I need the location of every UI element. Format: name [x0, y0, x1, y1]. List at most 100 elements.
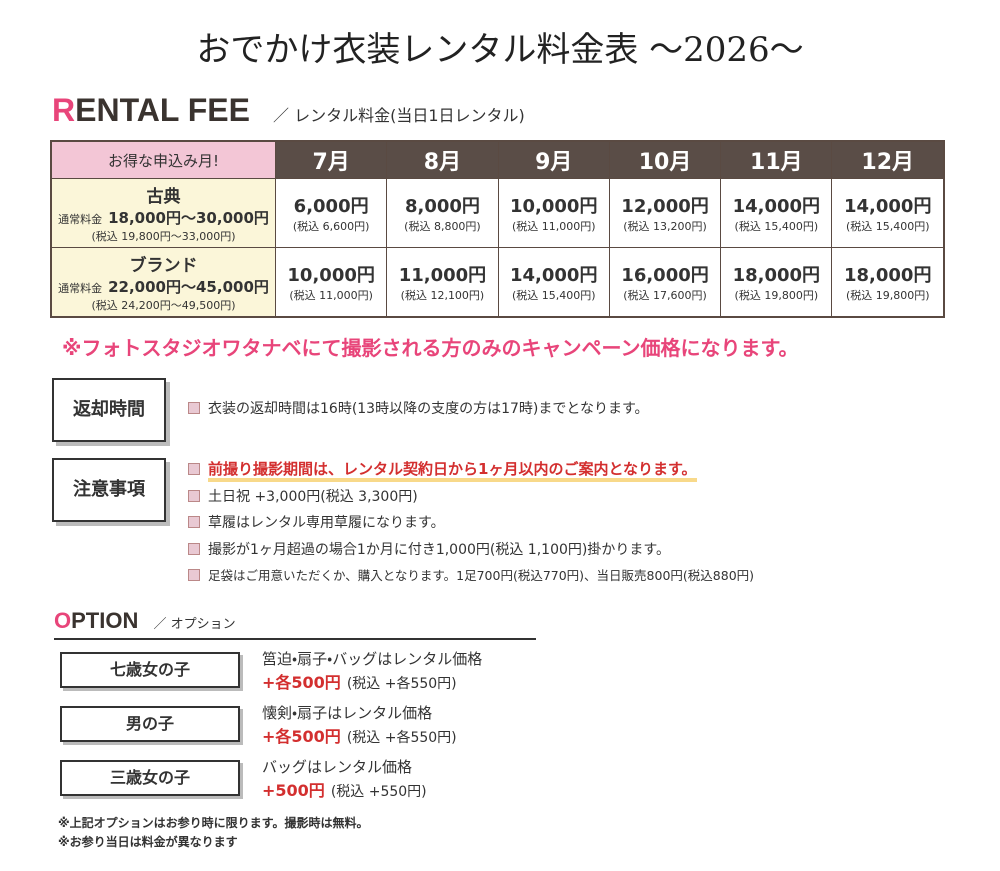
- option-desc: 筥迫・扇子・バッグはレンタル価格: [262, 650, 483, 668]
- price: 10,000円: [287, 265, 375, 286]
- price-tax: (税込 19,800円): [845, 289, 930, 302]
- month-header: 12月: [831, 140, 945, 179]
- item-text: 足袋はご用意いただくか、購入となります。1足700円(税込770円)、当日販売8…: [208, 568, 755, 583]
- price-tax: (税込 17,600円): [623, 289, 707, 302]
- option-tax: (税込 +550円): [330, 784, 427, 800]
- option-price: +各500円: [262, 673, 341, 692]
- return-label: 返却時間: [52, 378, 166, 442]
- month-header: 8月: [386, 140, 499, 179]
- price-cell: 8,000円 (税込 8,800円): [386, 178, 499, 248]
- price-cell: 18,000円 (税込 19,800円): [720, 247, 833, 318]
- rental-heading-row: RENTAL FEE ／ レンタル料金(当日1日レンタル): [52, 92, 525, 129]
- notes-label: 注意事項: [52, 458, 166, 522]
- return-list: 衣装の返却時間は16時(13時以降の支度の方は17時)までとなります。: [188, 398, 649, 418]
- price-tax: (税込 13,200円): [623, 220, 707, 233]
- corner-cell: お得な申込み月!: [50, 140, 276, 179]
- price: 14,000円: [844, 196, 932, 217]
- header-row: お得な申込み月! 7月 8月 9月 10月 11月 12月: [50, 140, 945, 179]
- price-cell: 10,000円 (税込 11,000円): [497, 178, 610, 248]
- option-label: 七歳女の子: [60, 652, 240, 688]
- section-subheading: ／ オプション: [153, 617, 236, 632]
- price: 14,000円: [510, 265, 598, 286]
- list-item: 撮影が1ヶ月超過の場合1か月に付き1,000円(税込 1,100円)掛かります。: [188, 537, 754, 564]
- price-tax: (税込 11,000円): [289, 289, 373, 302]
- option-label: 男の子: [60, 706, 240, 742]
- price-tax: (税込 8,800円): [404, 220, 481, 233]
- campaign-note: ※フォトスタジオワタナベにて撮影される方のみのキャンペーン価格になります。: [62, 336, 799, 360]
- price-row: ブランド通常料金 22,000円～45,000円 (税込 24,200円～49,50…: [50, 247, 945, 318]
- section-subheading: ／ レンタル料金(当日1日レンタル): [273, 106, 525, 125]
- highlight-text: 前撮り撮影期間は、レンタル契約日から1ヶ月以内のご案内となります。: [208, 460, 697, 482]
- item-text: 撮影が1ヶ月超過の場合1か月に付き1,000円(税込 1,100円)掛かります。: [208, 541, 670, 558]
- price-cell: 14,000円 (税込 15,400円): [720, 178, 833, 248]
- footnote: ※お参り当日は料金が異なります: [58, 835, 238, 849]
- option-price: +各500円: [262, 727, 341, 746]
- price-row: 古典通常料金 18,000円～30,000円 (税込 19,800円～33,000円…: [50, 178, 945, 248]
- price-cell: 11,000円 (税込 12,100円): [386, 247, 499, 318]
- price-tax: (税込 15,400円): [511, 289, 596, 302]
- price-cell: 14,000円 (税込 15,400円): [831, 178, 945, 248]
- notes-list: 前撮り撮影期間は、レンタル契約日から1ヶ月以内のご案内となります。土日祝 +3,…: [188, 456, 754, 590]
- price-cell: 18,000円 (税込 19,800円): [831, 247, 945, 318]
- plan-name: ブランド: [129, 256, 198, 276]
- option-price-line: +各500円 (税込 +各550円): [262, 723, 457, 747]
- price-cell: 16,000円 (税込 17,600円): [608, 247, 722, 318]
- option-heading-row: OPTION ／ オプション: [54, 608, 536, 640]
- price-cell: 6,000円 (税込 6,600円): [274, 178, 388, 248]
- option-price-line: +500円 (税込 +550円): [262, 777, 427, 801]
- price: 16,000円: [621, 265, 709, 286]
- footnote: ※上記オプションはお参り時に限ります。撮影時は無料。: [58, 816, 369, 830]
- month-header: 9月: [497, 140, 610, 179]
- regular-line: 通常料金 22,000円～45,000円: [52, 276, 275, 297]
- price: 12,000円: [621, 196, 709, 217]
- list-item: 衣装の返却時間は16時(13時以降の支度の方は17時)までとなります。: [188, 398, 649, 418]
- plan-name: 古典: [146, 187, 181, 207]
- regular-price: 22,000円～45,000円: [108, 278, 269, 296]
- section-heading: OPTION: [54, 608, 139, 633]
- price-tax: (税込 12,100円): [400, 289, 485, 302]
- price: 14,000円: [732, 196, 821, 217]
- option-price: +500円: [262, 781, 325, 800]
- list-item: 土日祝 +3,000円(税込 3,300円): [188, 484, 754, 511]
- option-tax: (税込 +各550円): [346, 730, 457, 746]
- price: 10,000円: [510, 196, 598, 217]
- price-tax: (税込 15,400円): [845, 220, 930, 233]
- month-header: 7月: [274, 140, 388, 179]
- item-text: 土日祝 +3,000円(税込 3,300円): [208, 488, 418, 505]
- price: 18,000円: [732, 265, 821, 286]
- month-header: 10月: [608, 140, 722, 179]
- price-tax: (税込 6,600円): [292, 220, 370, 233]
- regular-label: 通常料金: [58, 282, 103, 295]
- list-item: 足袋はご用意いただくか、購入となります。1足700円(税込770円)、当日販売8…: [188, 563, 754, 590]
- fee-table: お得な申込み月! 7月 8月 9月 10月 11月 12月古典通常料金 18,000円～30,…: [50, 140, 945, 318]
- option-desc: 懐剣・扇子はレンタル価格: [262, 704, 433, 722]
- option-desc: バッグはレンタル価格: [262, 758, 413, 776]
- option-price-line: +各500円 (税込 +各550円): [262, 669, 457, 693]
- footnotes: ※上記オプションはお参り時に限ります。撮影時は無料。 ※お参り当日は料金が異なりま…: [58, 814, 368, 852]
- option-label: 三歳女の子: [60, 760, 240, 796]
- list-item: 前撮り撮影期間は、レンタル契約日から1ヶ月以内のご案内となります。: [188, 456, 754, 484]
- price-cell: 12,000円 (税込 13,200円): [608, 178, 722, 248]
- price: 6,000円: [293, 196, 369, 217]
- row-label: ブランド通常料金 22,000円～45,000円 (税込 24,200円～49,50…: [50, 247, 276, 318]
- regular-label: 通常料金: [58, 213, 103, 226]
- regular-tax: (税込 19,800円～33,000円): [91, 230, 236, 243]
- list-item: 草履はレンタル専用草履になります。: [188, 510, 754, 537]
- month-header: 11月: [720, 140, 833, 179]
- row-label: 古典通常料金 18,000円～30,000円 (税込 19,800円～33,000円…: [50, 178, 276, 248]
- price-tax: (税込 15,400円): [734, 220, 819, 233]
- price-cell: 10,000円 (税込 11,000円): [274, 247, 388, 318]
- option-tax: (税込 +各550円): [346, 676, 457, 692]
- item-text: 草履はレンタル専用草履になります。: [208, 515, 445, 531]
- page-title: おでかけ衣装レンタル料金表 〜2026〜: [196, 30, 804, 70]
- regular-line: 通常料金 18,000円～30,000円: [52, 207, 275, 228]
- price-tax: (税込 19,800円): [734, 289, 819, 302]
- section-heading: RENTAL FEE: [52, 92, 250, 128]
- price: 18,000円: [844, 265, 932, 286]
- price: 8,000円: [404, 196, 480, 217]
- price: 11,000円: [398, 265, 487, 286]
- regular-tax: (税込 24,200円～49,500円): [91, 299, 236, 312]
- price-cell: 14,000円 (税込 15,400円): [497, 247, 610, 318]
- regular-price: 18,000円～30,000円: [108, 209, 269, 227]
